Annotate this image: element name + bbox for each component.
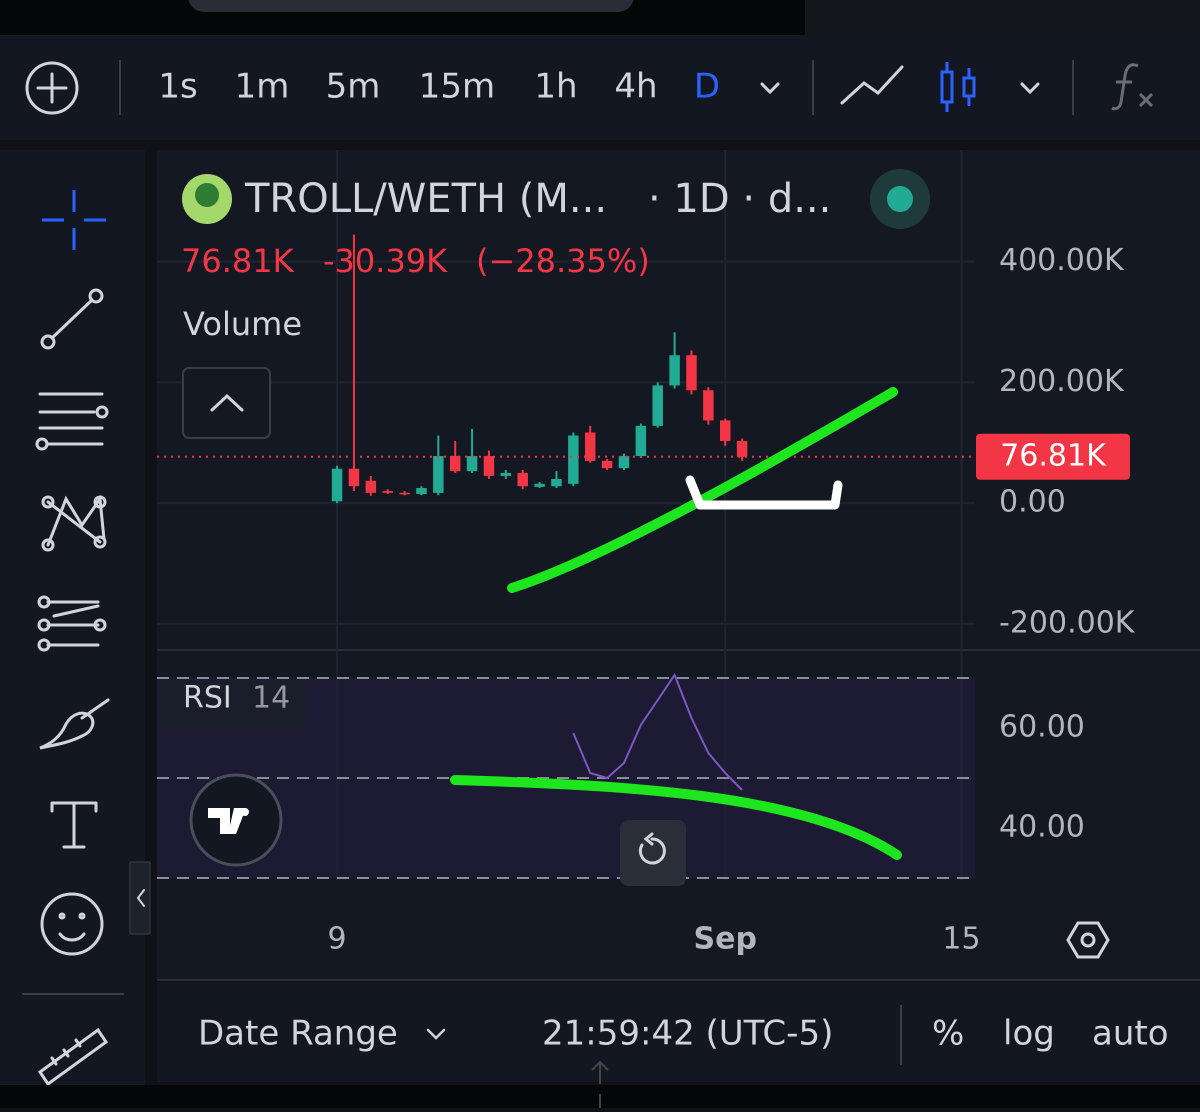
y-tick-label: 0.00 (999, 485, 1066, 520)
add-button[interactable] (25, 61, 79, 115)
date-range[interactable]: Date Range (198, 1014, 398, 1054)
price-label: 76.81K (1000, 438, 1107, 473)
candle-body (584, 432, 596, 461)
volume-label: Volume (183, 305, 302, 343)
drawn-rsi-line (450, 775, 902, 860)
candle-body (466, 456, 478, 472)
candle-body (534, 483, 545, 487)
rsi-legend-bg (160, 680, 305, 730)
left-toolbar (0, 150, 145, 1085)
clock: 21:59:42 (UTC-5) (542, 1014, 833, 1054)
candle-body (686, 355, 697, 391)
candle-body (551, 478, 562, 487)
rsi-tick-label: 40.00 (999, 810, 1085, 845)
candle-body (331, 468, 343, 502)
y-tick-label: 200.00K (999, 364, 1125, 399)
collapse-legend[interactable] (182, 367, 271, 439)
text-tool[interactable] (50, 801, 98, 849)
interval-active[interactable]: D (694, 67, 720, 107)
candle-body (416, 488, 427, 495)
interval-label: · 1D · d... (648, 176, 831, 222)
tradingview-logo[interactable] (189, 773, 283, 867)
interval-menu[interactable] (760, 82, 780, 95)
interval[interactable]: 5m (326, 67, 381, 107)
candle-body (399, 492, 410, 495)
candle-body (703, 390, 714, 421)
candle-body (348, 468, 360, 487)
auto-toggle[interactable]: auto (1092, 1014, 1169, 1054)
collapse-tab[interactable] (129, 861, 151, 935)
fib-tool[interactable] (35, 392, 109, 451)
candle-body (652, 385, 663, 426)
percent-toggle[interactable]: % (932, 1014, 964, 1054)
toolbar (0, 35, 1200, 140)
y-tick-label: 400.00K (999, 243, 1125, 278)
candle-body (365, 480, 377, 493)
symbol-logo-face (195, 183, 219, 207)
candle-body (568, 435, 579, 484)
candle-body (635, 425, 647, 457)
interval[interactable]: 4h (614, 67, 657, 107)
brush-tool[interactable] (39, 698, 110, 750)
line-chart-icon[interactable] (840, 65, 904, 105)
price-label-bg (976, 433, 1130, 480)
candle-body (736, 440, 748, 457)
candle-body (719, 420, 731, 441)
rsi-period: 14 (252, 681, 290, 716)
x-tick-label: 15 (942, 922, 980, 957)
candle-body (669, 355, 680, 386)
candle-body (601, 460, 613, 469)
url-pill (188, 0, 634, 12)
candle-chart-icon[interactable] (940, 62, 976, 112)
candle-body (382, 491, 393, 493)
settings-icon[interactable] (1066, 921, 1110, 959)
rsi-line (572, 672, 743, 791)
ruler-tool[interactable] (37, 1027, 109, 1087)
x-tick-label: Sep (694, 922, 757, 957)
footer (157, 982, 1200, 1082)
pattern-tool[interactable] (41, 494, 107, 552)
y-tick-label: -200.00K (999, 605, 1136, 640)
chart-type-menu[interactable] (1020, 82, 1040, 95)
rsi-tick-label: 60.00 (999, 710, 1085, 745)
price-change: -30.39K (323, 242, 448, 280)
candle-body (517, 472, 528, 487)
drawn-bracket (685, 475, 843, 510)
interval[interactable]: 1m (235, 67, 290, 107)
rsi-label: RSI (183, 681, 232, 716)
candle-body (449, 456, 461, 472)
reset-button[interactable] (620, 820, 686, 886)
resize-handle (591, 1060, 609, 1108)
price-change-pct: (−28.35%) (476, 242, 650, 280)
interval[interactable]: 1h (534, 67, 577, 107)
last-price: 76.81K (181, 242, 295, 280)
emoji-tool[interactable] (40, 892, 104, 956)
candle-body (500, 472, 512, 476)
symbol[interactable]: TROLL/WETH (M... (244, 176, 607, 222)
indicators-icon[interactable] (1111, 63, 1154, 111)
x-tick-label: 9 (328, 922, 347, 957)
candle-body (618, 456, 630, 469)
interval[interactable]: 1s (158, 67, 197, 107)
candle-body (483, 456, 495, 476)
status-dot (887, 186, 913, 212)
log-toggle[interactable]: log (1003, 1014, 1055, 1054)
forecast-tool[interactable] (37, 595, 107, 652)
crosshair-tool[interactable] (42, 190, 106, 250)
trendline-tool[interactable] (40, 288, 104, 350)
status-block (805, 0, 1200, 35)
candle-body (433, 456, 444, 493)
drawn-trendline (507, 387, 898, 593)
interval[interactable]: 15m (419, 67, 495, 107)
